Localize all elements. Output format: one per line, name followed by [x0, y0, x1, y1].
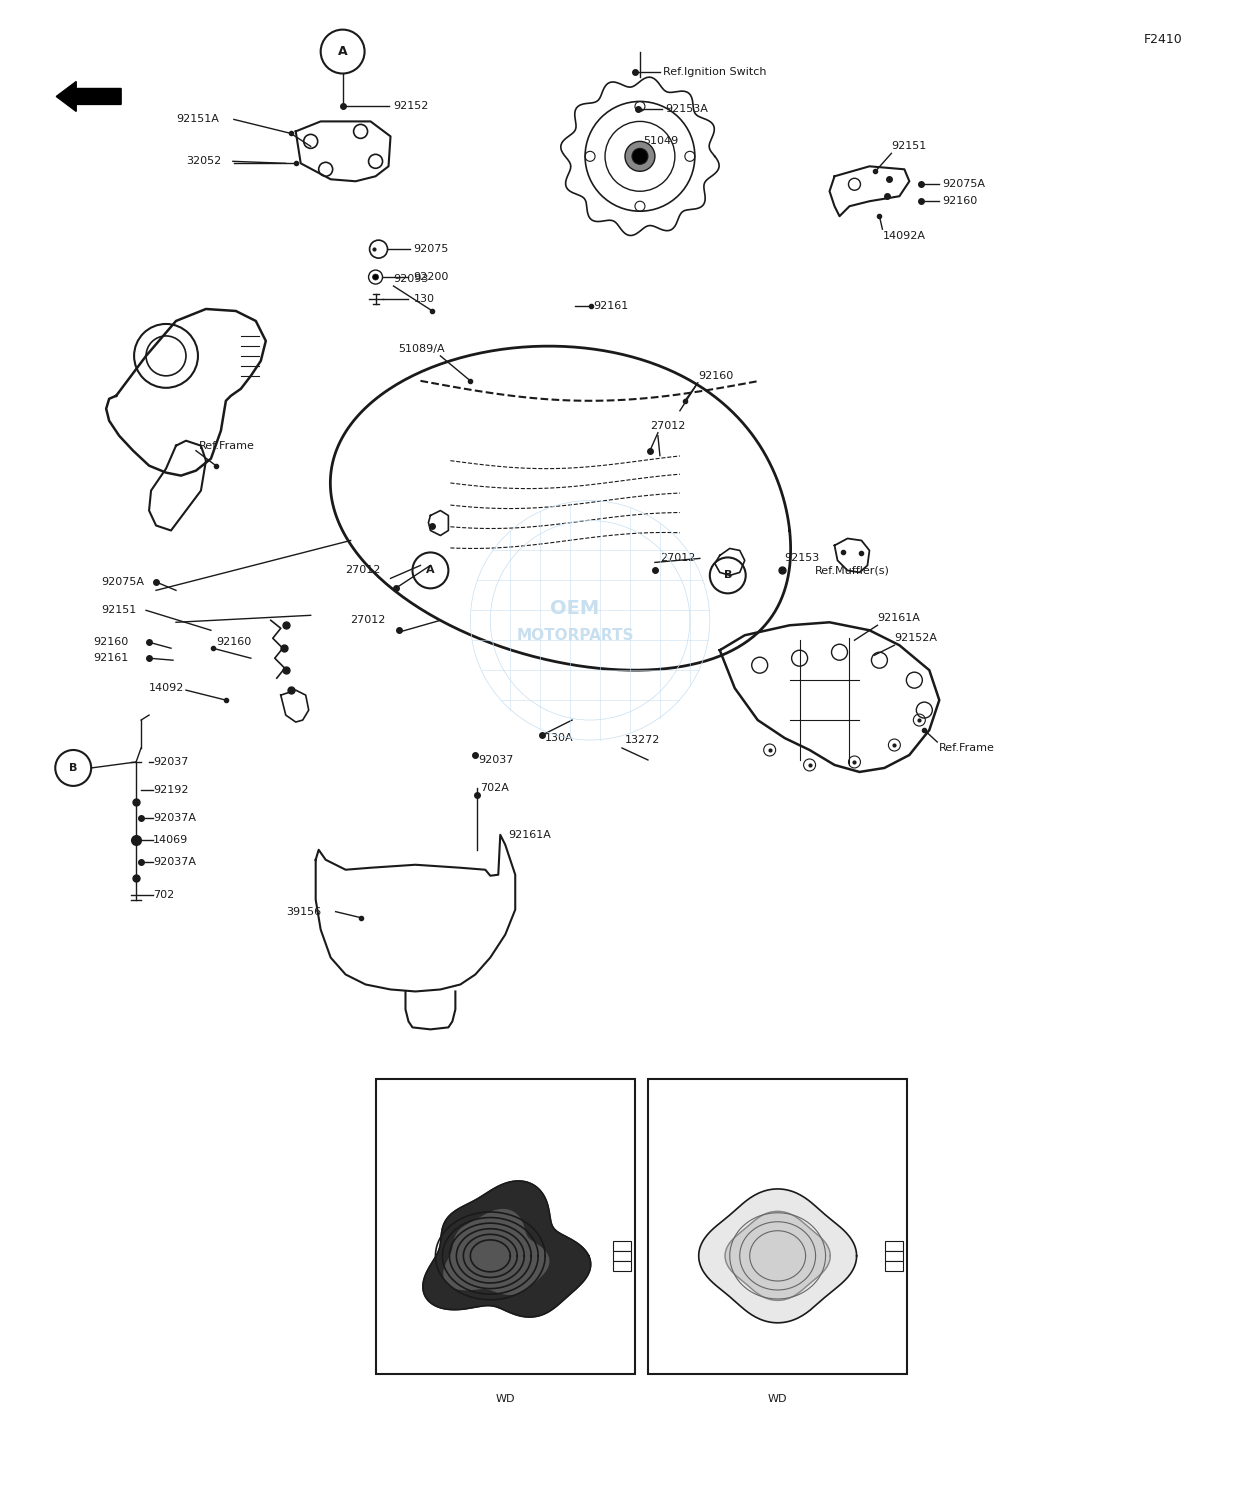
Circle shape — [768, 1246, 788, 1265]
Circle shape — [500, 1250, 510, 1261]
Text: 92192: 92192 — [153, 785, 188, 796]
Text: 92037: 92037 — [153, 757, 188, 767]
Text: 27012: 27012 — [351, 615, 386, 626]
FancyBboxPatch shape — [885, 1241, 904, 1250]
Polygon shape — [56, 81, 121, 111]
FancyBboxPatch shape — [613, 1241, 631, 1250]
Text: FRONT: FRONT — [77, 92, 120, 102]
Text: 13272: 13272 — [625, 735, 660, 744]
Polygon shape — [423, 1181, 590, 1316]
Text: WD: WD — [768, 1393, 787, 1403]
Circle shape — [493, 1244, 517, 1268]
Text: 130: 130 — [413, 294, 435, 305]
Text: A: A — [337, 45, 347, 59]
Text: 92037A: 92037A — [153, 857, 195, 866]
Text: 92075A: 92075A — [101, 578, 144, 587]
Text: 92153A: 92153A — [665, 105, 707, 114]
Text: 92160: 92160 — [93, 638, 128, 647]
Text: 92161A: 92161A — [878, 614, 920, 623]
Text: 92161A: 92161A — [508, 830, 552, 841]
Text: F2410: F2410 — [1144, 33, 1183, 47]
Text: 14069: 14069 — [153, 835, 188, 845]
FancyBboxPatch shape — [376, 1079, 635, 1373]
Text: 32052: 32052 — [186, 156, 222, 167]
Text: 92075A: 92075A — [942, 179, 985, 189]
Text: 92152A: 92152A — [894, 633, 937, 644]
Circle shape — [625, 141, 655, 171]
Polygon shape — [725, 1211, 830, 1300]
Text: 92037A: 92037A — [153, 814, 195, 823]
Text: (51089A): (51089A) — [383, 1097, 436, 1108]
Text: 92037: 92037 — [478, 755, 514, 766]
Text: 92160: 92160 — [942, 197, 977, 206]
Text: 702: 702 — [153, 890, 174, 899]
Text: 92161: 92161 — [93, 653, 128, 663]
Text: 92160: 92160 — [215, 638, 251, 647]
FancyBboxPatch shape — [613, 1261, 631, 1271]
FancyBboxPatch shape — [647, 1079, 908, 1373]
FancyBboxPatch shape — [885, 1250, 904, 1261]
Text: 702A: 702A — [481, 784, 509, 793]
Text: 27012: 27012 — [660, 554, 695, 563]
Text: 51049: 51049 — [642, 137, 679, 147]
Circle shape — [483, 1234, 527, 1277]
FancyBboxPatch shape — [885, 1261, 904, 1271]
Text: 92075: 92075 — [413, 245, 449, 254]
Text: (51089): (51089) — [656, 1097, 700, 1108]
Text: 39156: 39156 — [286, 907, 321, 917]
Text: Ref.Frame: Ref.Frame — [199, 441, 255, 450]
Text: 27012: 27012 — [346, 566, 381, 575]
Text: 92151: 92151 — [891, 141, 926, 152]
Text: (FGF): (FGF) — [869, 1097, 899, 1108]
Polygon shape — [698, 1189, 857, 1322]
Text: 92153: 92153 — [784, 554, 820, 563]
Text: 92093: 92093 — [393, 275, 428, 284]
Polygon shape — [444, 1210, 549, 1294]
Text: 51089/A: 51089/A — [398, 344, 446, 354]
Text: 130A: 130A — [545, 732, 574, 743]
Text: A: A — [426, 566, 435, 575]
Text: (FGFA): (FGFA) — [590, 1097, 627, 1108]
Text: B: B — [723, 570, 732, 581]
Text: B: B — [68, 763, 77, 773]
Text: Gray: Gray — [764, 1124, 791, 1135]
Text: Ref.Muffler(s): Ref.Muffler(s) — [814, 566, 889, 575]
Text: 92151: 92151 — [101, 605, 137, 615]
Text: Ebony: Ebony — [488, 1124, 523, 1135]
FancyBboxPatch shape — [613, 1250, 631, 1261]
Text: 14092: 14092 — [149, 683, 184, 693]
Text: Ref.Frame: Ref.Frame — [939, 743, 995, 754]
Circle shape — [632, 149, 647, 164]
Text: 92200: 92200 — [413, 272, 449, 282]
Text: MOTORPARTS: MOTORPARTS — [517, 627, 634, 642]
Text: 92161: 92161 — [593, 302, 629, 311]
Text: WD: WD — [496, 1393, 515, 1403]
Text: OEM: OEM — [550, 599, 600, 618]
Text: 27012: 27012 — [650, 420, 685, 431]
Text: 92152: 92152 — [393, 102, 428, 111]
Text: 92151A: 92151A — [176, 114, 219, 125]
Circle shape — [773, 1252, 782, 1259]
Circle shape — [372, 275, 378, 281]
Circle shape — [759, 1238, 796, 1274]
Text: Ref.Ignition Switch: Ref.Ignition Switch — [662, 66, 767, 77]
Text: 14092A: 14092A — [883, 231, 925, 242]
Text: 92160: 92160 — [698, 371, 733, 381]
